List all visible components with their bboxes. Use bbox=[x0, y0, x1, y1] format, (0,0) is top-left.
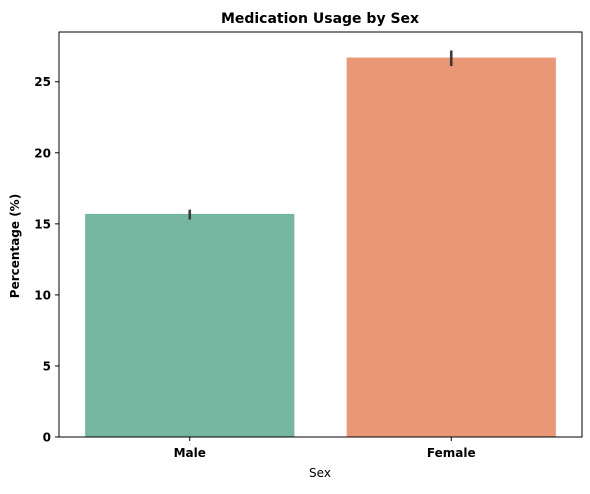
y-tick-label-25: 25 bbox=[34, 75, 51, 89]
plot-frame bbox=[58, 31, 583, 438]
x-tick-label-female: Female bbox=[427, 446, 476, 460]
bar-female bbox=[346, 57, 556, 437]
chart-title: Medication Usage by Sex bbox=[221, 11, 419, 27]
bar-male bbox=[85, 213, 295, 437]
plot-area: Male Female 0 5 10 15 20 25 bbox=[34, 31, 583, 460]
y-tick-label-20: 20 bbox=[34, 146, 51, 160]
x-axis-label: Sex bbox=[309, 466, 331, 480]
y-tick-label-0: 0 bbox=[43, 431, 51, 445]
y-tick-label-15: 15 bbox=[34, 217, 51, 231]
y-tick-label-10: 10 bbox=[34, 288, 51, 302]
y-tick-label-5: 5 bbox=[43, 359, 51, 373]
x-tick-label-male: Male bbox=[174, 446, 206, 460]
y-axis-label: Percentage (%) bbox=[8, 194, 22, 298]
